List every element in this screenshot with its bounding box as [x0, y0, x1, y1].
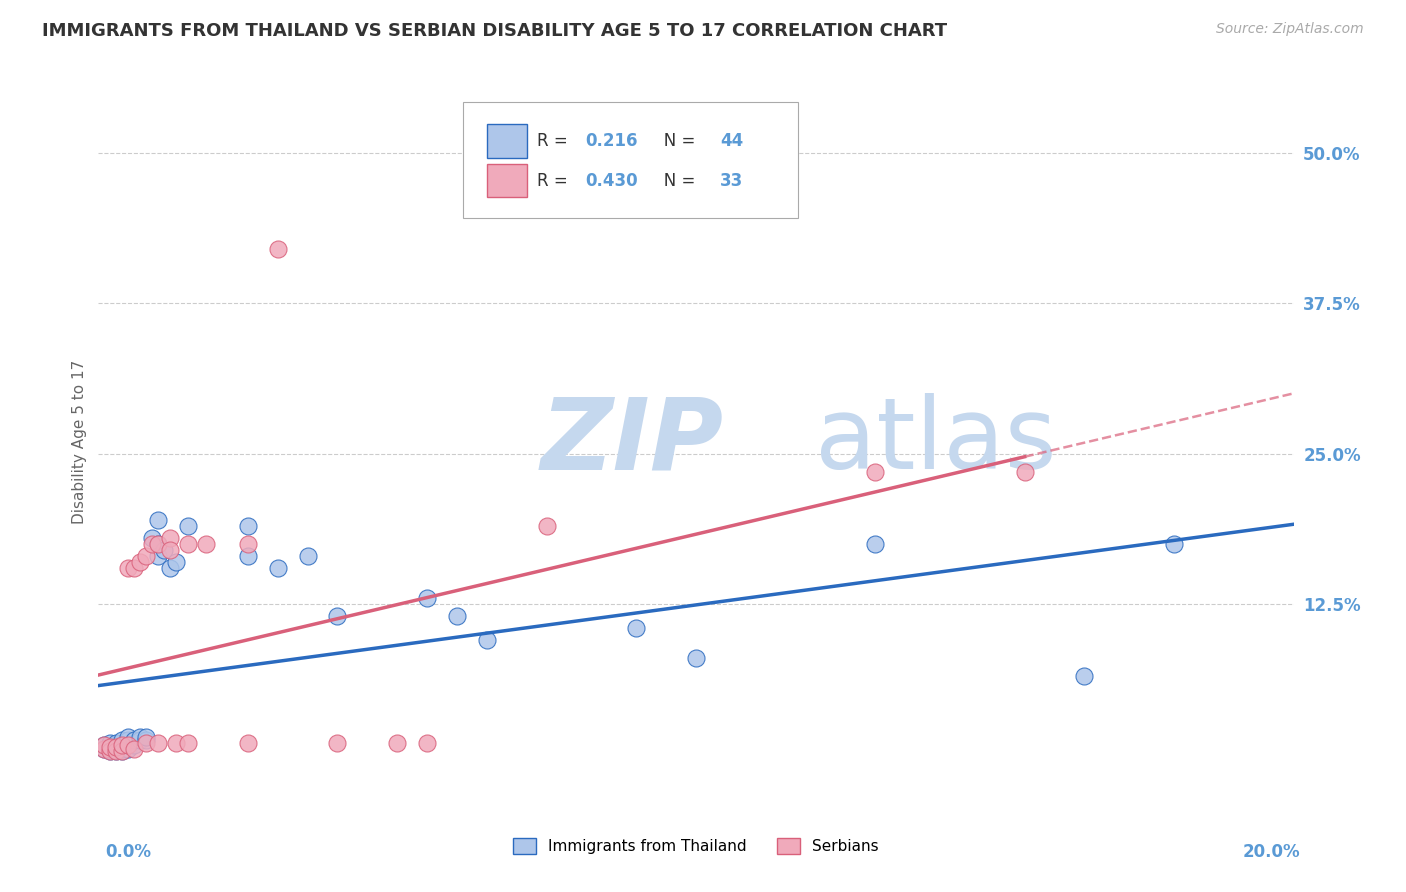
- Text: 0.430: 0.430: [585, 172, 637, 190]
- Point: [117, 561, 139, 575]
- Point: [141, 537, 163, 551]
- Point: [267, 561, 290, 575]
- Point: [93, 741, 115, 756]
- Text: 0.0%: 0.0%: [105, 843, 152, 861]
- Text: N =: N =: [648, 132, 700, 150]
- Point: [98, 744, 122, 758]
- Point: [93, 738, 115, 752]
- Point: [117, 733, 139, 747]
- Point: [93, 738, 115, 752]
- Text: R =: R =: [537, 172, 574, 190]
- Point: [98, 740, 122, 755]
- Point: [129, 555, 152, 569]
- Point: [124, 741, 146, 756]
- Point: [536, 519, 558, 533]
- Point: [159, 542, 181, 557]
- Point: [105, 741, 128, 756]
- Text: Source: ZipAtlas.com: Source: ZipAtlas.com: [1216, 22, 1364, 37]
- Point: [236, 537, 259, 551]
- Point: [195, 537, 218, 551]
- Point: [105, 738, 128, 752]
- Point: [626, 621, 648, 635]
- Text: ZIP: ZIP: [541, 393, 724, 490]
- Point: [135, 735, 157, 749]
- Point: [177, 735, 200, 749]
- Text: N =: N =: [648, 172, 700, 190]
- Point: [446, 609, 468, 624]
- Point: [135, 730, 157, 744]
- Point: [475, 633, 498, 648]
- Point: [117, 741, 139, 756]
- Point: [416, 591, 439, 606]
- Point: [148, 735, 170, 749]
- Point: [159, 561, 181, 575]
- Point: [159, 531, 181, 545]
- Text: 44: 44: [720, 132, 744, 150]
- Point: [124, 561, 146, 575]
- Point: [105, 744, 128, 758]
- Point: [416, 735, 439, 749]
- Point: [165, 555, 187, 569]
- Text: 33: 33: [720, 172, 744, 190]
- Y-axis label: Disability Age 5 to 17: Disability Age 5 to 17: [72, 359, 87, 524]
- Point: [124, 733, 146, 747]
- Point: [177, 519, 200, 533]
- Point: [111, 744, 134, 758]
- Point: [148, 537, 170, 551]
- Text: R =: R =: [537, 132, 574, 150]
- Point: [326, 609, 349, 624]
- Point: [98, 744, 122, 758]
- Point: [111, 738, 134, 752]
- Point: [153, 542, 176, 557]
- Point: [1014, 465, 1036, 479]
- Text: atlas: atlas: [815, 393, 1057, 490]
- Point: [105, 735, 128, 749]
- Point: [135, 549, 157, 563]
- Point: [236, 519, 259, 533]
- Point: [236, 549, 259, 563]
- Point: [141, 531, 163, 545]
- Point: [148, 537, 170, 551]
- Point: [865, 537, 887, 551]
- Point: [236, 735, 259, 749]
- Point: [865, 465, 887, 479]
- Point: [124, 738, 146, 752]
- Point: [1163, 537, 1185, 551]
- Text: 20.0%: 20.0%: [1243, 843, 1301, 861]
- Point: [148, 513, 170, 527]
- Point: [98, 741, 122, 756]
- FancyBboxPatch shape: [486, 124, 527, 158]
- Point: [111, 738, 134, 752]
- Point: [93, 741, 115, 756]
- Point: [385, 735, 409, 749]
- Point: [165, 735, 187, 749]
- Legend: Immigrants from Thailand, Serbians: Immigrants from Thailand, Serbians: [506, 832, 886, 860]
- Point: [177, 537, 200, 551]
- Point: [117, 738, 139, 752]
- Point: [105, 744, 128, 758]
- Point: [135, 733, 157, 747]
- Point: [98, 735, 122, 749]
- Point: [111, 741, 134, 756]
- FancyBboxPatch shape: [486, 164, 527, 197]
- Point: [129, 733, 152, 747]
- Point: [129, 730, 152, 744]
- Point: [111, 733, 134, 747]
- Point: [685, 651, 707, 665]
- FancyBboxPatch shape: [463, 102, 797, 218]
- Point: [297, 549, 319, 563]
- Point: [117, 730, 139, 744]
- Point: [1073, 669, 1095, 683]
- Point: [267, 242, 290, 256]
- Point: [105, 740, 128, 755]
- Point: [111, 744, 134, 758]
- Point: [117, 738, 139, 752]
- Text: IMMIGRANTS FROM THAILAND VS SERBIAN DISABILITY AGE 5 TO 17 CORRELATION CHART: IMMIGRANTS FROM THAILAND VS SERBIAN DISA…: [42, 22, 948, 40]
- Point: [326, 735, 349, 749]
- Text: 0.216: 0.216: [585, 132, 637, 150]
- Point: [148, 549, 170, 563]
